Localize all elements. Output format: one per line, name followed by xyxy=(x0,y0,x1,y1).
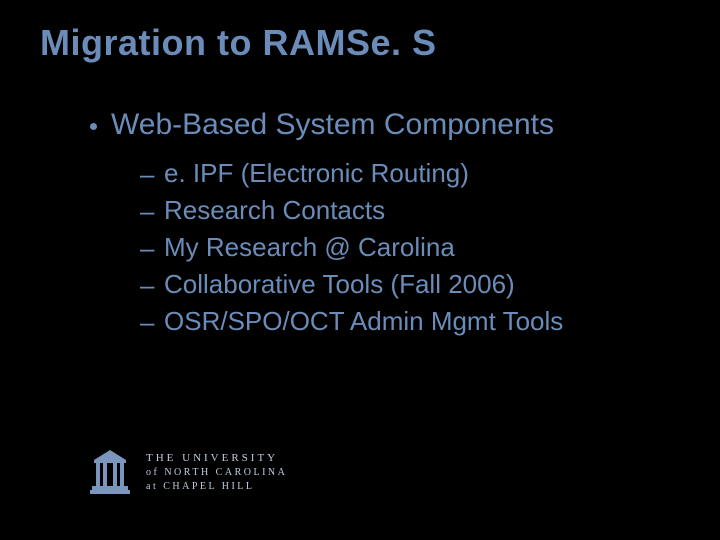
sub-item-text: e. IPF (Electronic Routing) xyxy=(164,158,469,189)
sub-bullet-list: – e. IPF (Electronic Routing) – Research… xyxy=(140,158,563,343)
dash-icon: – xyxy=(140,309,154,335)
list-item: – Collaborative Tools (Fall 2006) xyxy=(140,269,563,300)
logo-line-3: at CHAPEL HILL xyxy=(146,481,287,492)
main-bullet-row: Web-Based System Components xyxy=(90,108,554,142)
building-icon xyxy=(90,448,130,496)
university-logo: THE UNIVERSITY of NORTH CAROLINA at CHAP… xyxy=(90,448,287,496)
dash-icon: – xyxy=(140,161,154,187)
dash-icon: – xyxy=(140,198,154,224)
sub-item-text: Collaborative Tools (Fall 2006) xyxy=(164,269,515,300)
logo-line-2: of NORTH CAROLINA xyxy=(146,467,287,478)
main-bullet-text: Web-Based System Components xyxy=(111,108,554,142)
logo-text-block: THE UNIVERSITY of NORTH CAROLINA at CHAP… xyxy=(146,452,287,492)
dash-icon: – xyxy=(140,235,154,261)
sub-item-text: My Research @ Carolina xyxy=(164,232,455,263)
dash-icon: – xyxy=(140,272,154,298)
slide: Migration to RAMSe. S Web-Based System C… xyxy=(0,0,720,540)
list-item: – Research Contacts xyxy=(140,195,563,226)
slide-title: Migration to RAMSe. S xyxy=(40,22,437,64)
list-item: – OSR/SPO/OCT Admin Mgmt Tools xyxy=(140,306,563,337)
bullet-dot-icon xyxy=(90,123,97,130)
sub-item-text: OSR/SPO/OCT Admin Mgmt Tools xyxy=(164,306,563,337)
logo-line-1: THE UNIVERSITY xyxy=(146,452,287,464)
sub-item-text: Research Contacts xyxy=(164,195,385,226)
list-item: – My Research @ Carolina xyxy=(140,232,563,263)
list-item: – e. IPF (Electronic Routing) xyxy=(140,158,563,189)
